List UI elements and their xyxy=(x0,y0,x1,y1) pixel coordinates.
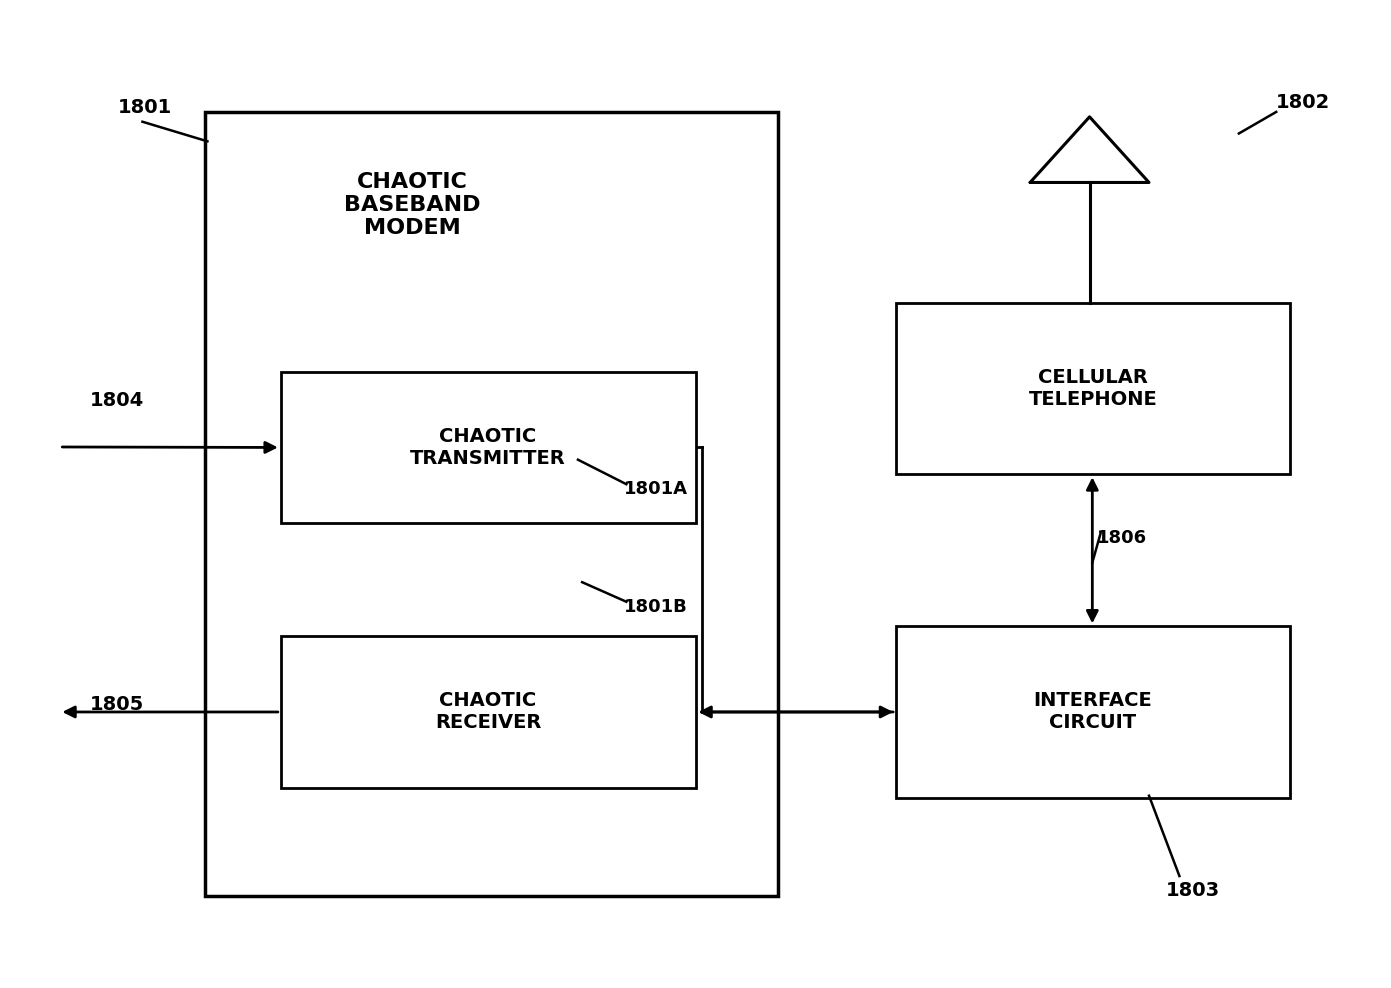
Text: 1805: 1805 xyxy=(90,696,145,714)
Text: INTERFACE
CIRCUIT: INTERFACE CIRCUIT xyxy=(1034,692,1152,732)
Text: CHAOTIC
BASEBAND
MODEM: CHAOTIC BASEBAND MODEM xyxy=(344,172,480,238)
Bar xyxy=(896,303,1289,474)
Text: 1801A: 1801A xyxy=(623,480,687,498)
Text: 1803: 1803 xyxy=(1166,881,1220,900)
Bar xyxy=(281,636,696,787)
Text: CHAOTIC
TRANSMITTER: CHAOTIC TRANSMITTER xyxy=(410,427,566,468)
Text: 1801: 1801 xyxy=(118,98,172,117)
Text: CELLULAR
TELEPHONE: CELLULAR TELEPHONE xyxy=(1028,369,1157,409)
Text: 1804: 1804 xyxy=(90,391,145,410)
Text: 1802: 1802 xyxy=(1276,93,1330,112)
Bar xyxy=(204,112,779,896)
Text: CHAOTIC
RECEIVER: CHAOTIC RECEIVER xyxy=(435,692,541,732)
Text: 1801B: 1801B xyxy=(623,598,687,616)
Text: 1806: 1806 xyxy=(1096,530,1146,547)
Bar xyxy=(281,371,696,524)
Bar xyxy=(896,626,1289,797)
